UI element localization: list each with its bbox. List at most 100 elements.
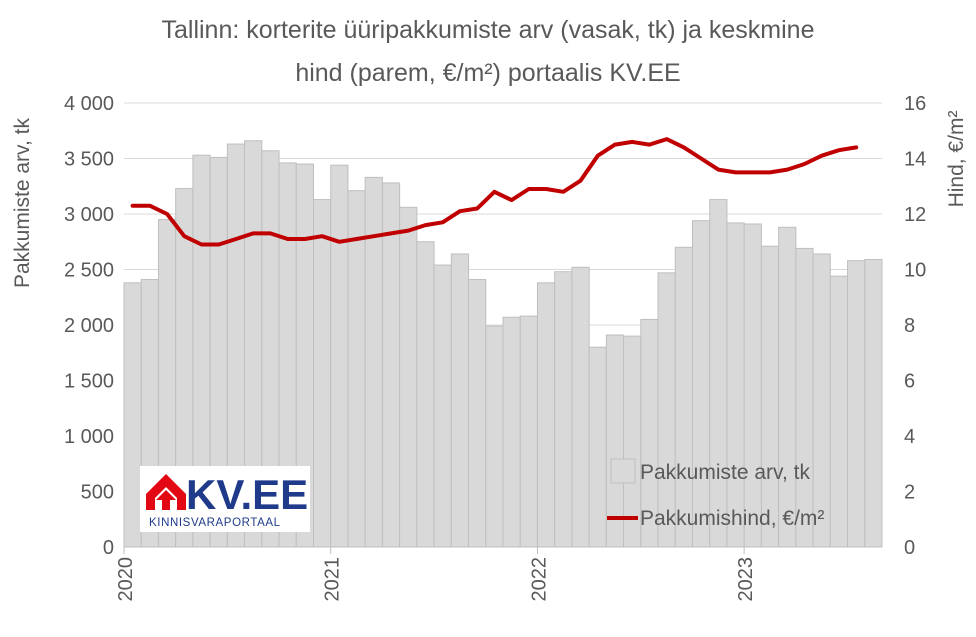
- y-tick-left-5: 2 500: [64, 260, 114, 282]
- bar-22: [502, 316, 521, 548]
- chart-title-line1: Tallinn: korterite üüripakkumiste arv (v…: [161, 16, 814, 44]
- price-point-11: [320, 234, 324, 238]
- price-point-25: [561, 190, 565, 194]
- price-point-10: [303, 237, 307, 241]
- bar-13: [347, 190, 366, 548]
- y-tick-left-2: 1 000: [64, 426, 114, 448]
- price-point-20: [475, 206, 479, 211]
- y-tick-left-3: 1 500: [64, 371, 114, 393]
- price-point-37: [768, 170, 772, 174]
- price-point-4: [199, 242, 204, 247]
- y-axis-right-label: Hind, €/m²: [945, 111, 968, 208]
- bar-35: [726, 222, 745, 548]
- bar-29: [623, 335, 642, 548]
- bar-32: [674, 246, 693, 548]
- bar-43: [864, 259, 883, 548]
- price-point-27: [596, 154, 600, 158]
- y-tick-right-5: 10: [904, 260, 926, 282]
- house-arrow-icon: [146, 474, 186, 510]
- bar-26: [571, 266, 590, 548]
- y-tick-right-3: 6: [904, 371, 915, 393]
- price-point-3: [182, 234, 186, 238]
- bar-25: [554, 271, 573, 548]
- bar-28: [605, 334, 625, 548]
- y-tick-left-0: 0: [103, 537, 114, 559]
- price-point-1: [148, 204, 152, 208]
- bar-36: [743, 223, 762, 548]
- price-point-17: [423, 223, 428, 227]
- price-point-18: [441, 220, 445, 224]
- bar-11: [313, 199, 332, 548]
- bar-41: [829, 275, 849, 548]
- y-axis-left-label: Pakkumiste arv, tk: [11, 118, 34, 288]
- y-tick-right-1: 2: [904, 482, 915, 504]
- price-point-34: [716, 168, 720, 172]
- bar-18: [433, 264, 452, 548]
- legend-label-bars: Pakkumiste arv, tk: [640, 461, 810, 484]
- price-point-24: [544, 187, 548, 191]
- bar-14: [364, 176, 383, 548]
- price-point-0: [131, 204, 135, 208]
- y-tick-right-8: 16: [904, 93, 926, 115]
- y-tick-right-2: 4: [904, 426, 915, 448]
- price-point-32: [682, 145, 686, 149]
- price-point-38: [785, 168, 789, 172]
- price-point-22: [510, 198, 514, 202]
- price-point-23: [527, 187, 531, 191]
- y-tick-left-7: 3 500: [64, 149, 114, 171]
- bar-38: [778, 226, 797, 548]
- price-point-31: [665, 137, 669, 141]
- price-point-5: [217, 242, 221, 247]
- bar-39: [795, 247, 814, 548]
- bar-23: [519, 315, 538, 548]
- y-tick-left-6: 3 000: [64, 204, 114, 226]
- price-point-35: [733, 170, 738, 174]
- bar-34: [709, 199, 728, 548]
- bar-15: [381, 182, 401, 548]
- price-point-2: [165, 212, 169, 216]
- price-point-33: [699, 156, 703, 161]
- price-point-28: [613, 143, 617, 147]
- bar-24: [536, 282, 556, 548]
- logo-tagline: KINNISVARAPORTAAL: [149, 517, 281, 529]
- bar-31: [657, 272, 676, 548]
- price-point-19: [458, 209, 462, 213]
- price-point-29: [630, 140, 634, 144]
- bar-19: [450, 253, 470, 548]
- x-tick-label-2: 2022: [528, 557, 550, 602]
- y-tick-right-0: 0: [904, 537, 915, 559]
- y-tick-right-6: 12: [904, 204, 926, 226]
- x-tick-label-3: 2023: [735, 557, 757, 602]
- price-point-21: [492, 190, 496, 194]
- price-point-13: [354, 237, 359, 241]
- y-tick-left-4: 2 000: [64, 315, 114, 337]
- price-point-14: [372, 234, 376, 238]
- legend: Pakkumiste arv, tk Pakkumishind, €/m²: [607, 458, 824, 530]
- price-point-9: [286, 237, 290, 241]
- bar-42: [847, 260, 866, 548]
- bar-0: [123, 282, 142, 548]
- kv-ee-logo: KV.EE KINNISVARAPORTAAL: [140, 466, 310, 532]
- y-tick-left-1: 500: [81, 482, 114, 504]
- logo-wordmark: KV.EE: [186, 471, 308, 518]
- price-point-41: [837, 148, 841, 152]
- bar-20: [468, 278, 487, 548]
- price-point-6: [234, 237, 238, 241]
- y-tick-right-7: 14: [904, 149, 926, 171]
- chart-title-line2: hind (parem, €/m²) portaalis KV.EE: [295, 59, 680, 87]
- price-point-30: [647, 143, 652, 147]
- price-point-42: [854, 145, 858, 149]
- price-point-12: [337, 240, 341, 244]
- legend-label-line: Pakkumishind, €/m²: [640, 507, 824, 530]
- bar-27: [588, 346, 607, 548]
- x-tick-label-1: 2021: [322, 557, 344, 602]
- bar-33: [692, 220, 711, 548]
- price-point-36: [751, 170, 755, 174]
- bar-21: [485, 325, 504, 548]
- price-point-16: [406, 229, 410, 233]
- plot-area: 0 0 500 2 1 000 4 1 500 6 2 000 8 2 500 10 3 000 12 3 …: [64, 93, 926, 602]
- price-point-8: [268, 231, 273, 236]
- legend-swatch-bars: [610, 458, 636, 484]
